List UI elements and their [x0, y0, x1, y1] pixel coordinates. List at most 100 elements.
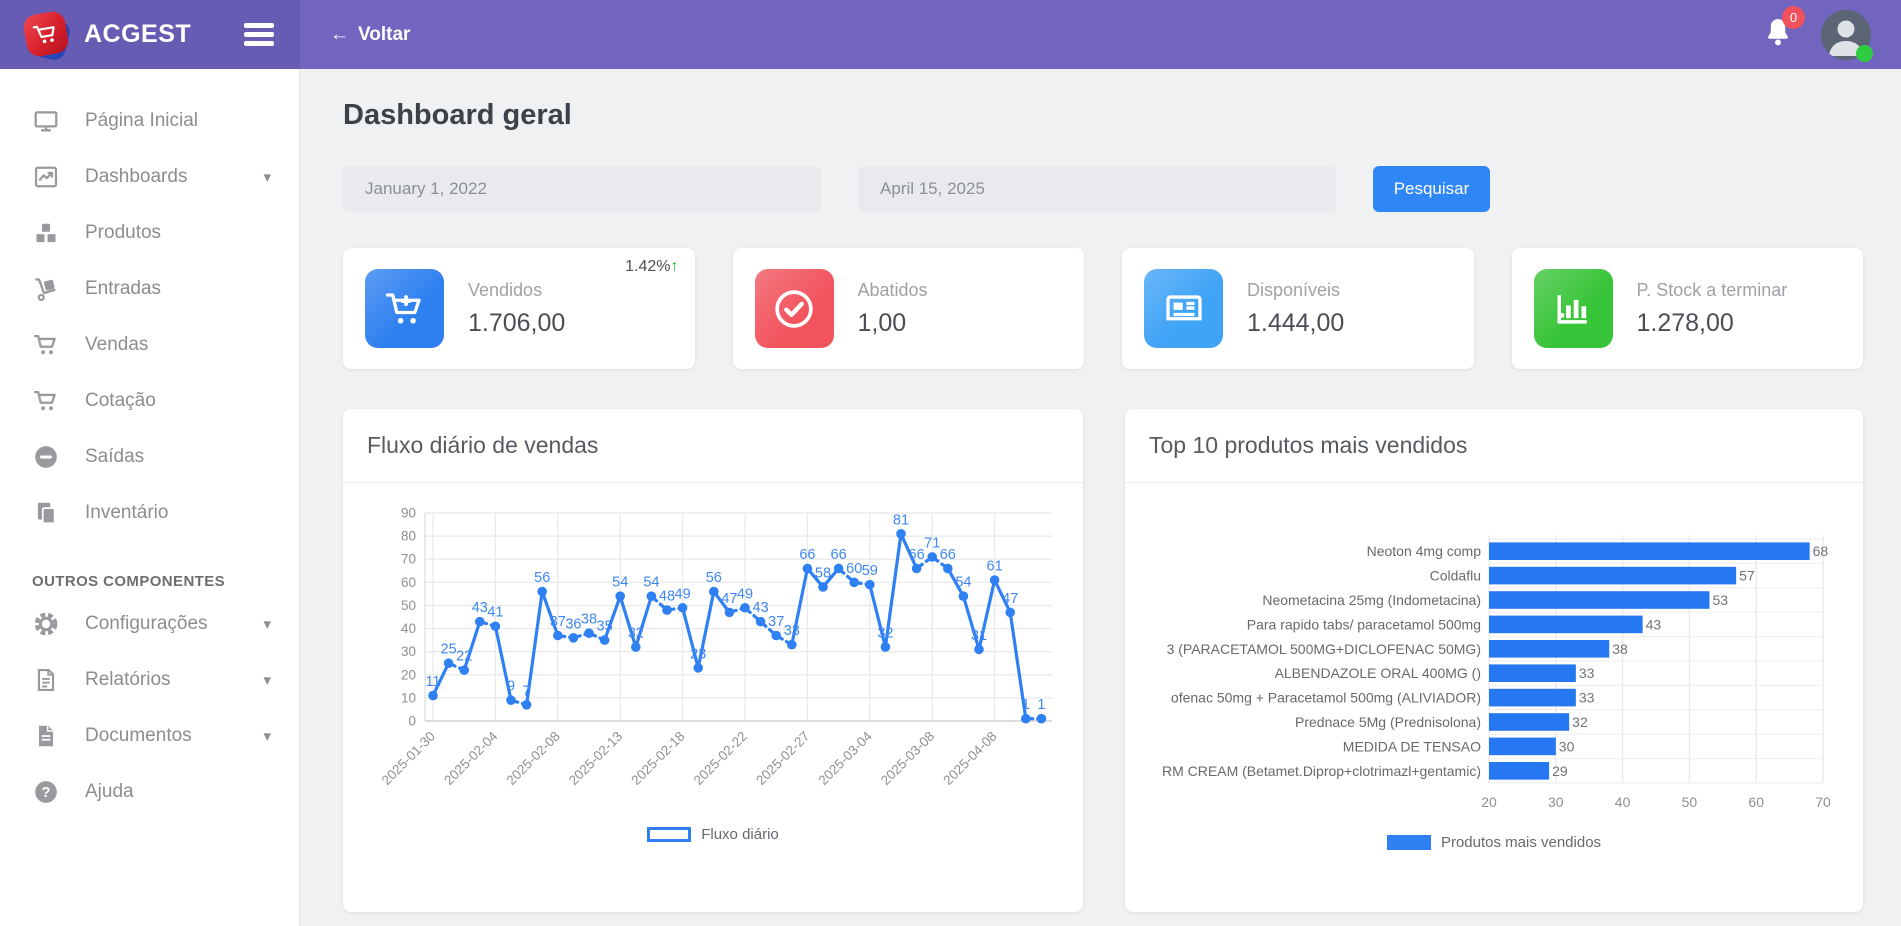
date-to-input[interactable] [858, 166, 1336, 212]
daily-sales-chart-card: Fluxo diário de vendas 0 10 20 30 40 50 60 70 80… [343, 409, 1083, 912]
date-from-input[interactable] [343, 166, 821, 212]
notification-badge: 0 [1782, 6, 1805, 29]
sidebar-menu-secondary: Configurações ▾ Relatórios ▾ Documentos ▾? Aju… [0, 596, 299, 820]
cart-icon [32, 332, 60, 358]
svg-text:ofenac 50mg + Paracetamol 500m: ofenac 50mg + Paracetamol 500mg (ALIVIAD… [1171, 690, 1481, 706]
svg-text:37: 37 [768, 614, 784, 630]
stat-value: 1.444,00 [1247, 308, 1345, 337]
svg-text:32: 32 [1572, 714, 1588, 730]
svg-text:56: 56 [534, 570, 550, 586]
desktop-icon [32, 108, 60, 134]
svg-text:25: 25 [441, 642, 457, 658]
svg-text:1: 1 [1037, 697, 1045, 713]
svg-text:2025-02-18: 2025-02-18 [628, 729, 687, 788]
chart-line-icon [32, 164, 60, 190]
svg-text:7: 7 [523, 683, 531, 699]
filter-bar: Pesquisar [343, 166, 1863, 212]
sidebar-item-dashboards[interactable]: Dashboards ▾ [0, 149, 299, 205]
bar-chart-legend[interactable]: Produtos mais vendidos [1149, 834, 1839, 851]
sidebar-item-relatorios[interactable]: Relatórios ▾ [0, 652, 299, 708]
sidebar-item-label: Saídas [85, 446, 145, 467]
chevron-down-icon: ▾ [263, 728, 271, 745]
svg-text:33: 33 [1579, 690, 1595, 706]
svg-text:61: 61 [987, 559, 1003, 575]
sidebar-item-cotacao[interactable]: Cotação [0, 373, 299, 429]
chevron-down-icon: ▾ [263, 616, 271, 633]
chart-title: Top 10 produtos mais vendidos [1125, 409, 1863, 483]
svg-text:22: 22 [456, 649, 472, 665]
svg-text:10: 10 [401, 690, 416, 705]
svg-text:2025-02-08: 2025-02-08 [503, 729, 562, 788]
svg-text:60: 60 [846, 561, 862, 577]
svg-text:36: 36 [565, 616, 581, 632]
stat-label: Vendidos [468, 279, 543, 300]
svg-text:54: 54 [955, 575, 971, 591]
stat-value: 1.706,00 [468, 308, 566, 337]
hamburger-menu-icon[interactable] [242, 15, 276, 55]
svg-text:90: 90 [401, 506, 416, 521]
svg-text:66: 66 [940, 547, 956, 563]
sidebar-item-configuracoes[interactable]: Configurações ▾ [0, 596, 299, 652]
svg-text:68: 68 [1813, 543, 1829, 559]
sidebar-item-entradas[interactable]: Entradas [0, 261, 299, 317]
chart-title: Fluxo diário de vendas [343, 409, 1083, 483]
notifications-button[interactable]: 0 [1763, 6, 1805, 53]
acgest-logo-icon [21, 9, 73, 62]
svg-text:41: 41 [487, 605, 503, 621]
stat-value: 1,00 [857, 308, 907, 337]
stat-card-p-stock-a-terminar: P. Stock a terminar 1.278,00 [1511, 248, 1863, 369]
svg-text:54: 54 [643, 575, 659, 591]
svg-text:33: 33 [784, 623, 800, 639]
brand-area: ACGEST [0, 0, 300, 69]
stat-label: Disponíveis [1247, 279, 1341, 300]
svg-text:3 (PARACETAMOL 500MG+DICLOFENA: 3 (PARACETAMOL 500MG+DICLOFENAC 50MG) [1167, 641, 1481, 657]
svg-text:50: 50 [401, 598, 416, 613]
svg-text:MEDIDA DE TENSAO: MEDIDA DE TENSAO [1343, 738, 1481, 754]
gear-icon [32, 611, 60, 637]
svg-text:33: 33 [1579, 665, 1595, 681]
legend-label: Fluxo diário [701, 826, 779, 843]
minus-circle-icon [32, 444, 60, 470]
legend-swatch [1386, 835, 1431, 850]
stat-delta: 1.42%↑ [625, 258, 679, 275]
user-avatar[interactable] [1821, 9, 1873, 62]
back-button[interactable]: ← Voltar [330, 24, 410, 46]
svg-text:43: 43 [1646, 616, 1662, 632]
svg-text:38: 38 [1612, 641, 1628, 657]
sidebar-item-ajuda[interactable]: ? Ajuda [0, 764, 299, 820]
sidebar-item-pagina-inicial[interactable]: Página Inicial [0, 93, 299, 149]
sidebar-item-label: Relatórios [85, 669, 171, 690]
sidebar-item-saidas[interactable]: Saídas [0, 429, 299, 485]
stat-label: Abatidos [857, 279, 928, 300]
svg-text:2025-01-30: 2025-01-30 [379, 729, 438, 788]
svg-text:30: 30 [1548, 794, 1564, 810]
sidebar-item-inventario[interactable]: Inventário [0, 485, 299, 541]
svg-text:20: 20 [401, 667, 416, 682]
svg-text:23: 23 [690, 646, 706, 662]
svg-text:50: 50 [1682, 794, 1698, 810]
stat-card-vendidos: 1.42%↑ Vendidos 1.706,00 [343, 248, 695, 369]
sidebar-section-label: OUTROS COMPONENTES [32, 573, 226, 590]
top-products-bar-chart: 20 30 40 50 60 70 Neoton 4mg comp 68 Coldaflu 57 N… [1149, 505, 1839, 818]
stats-row: 1.42%↑ Vendidos 1.706,00 Abatidos 1,00 Dispon… [343, 248, 1863, 369]
sidebar-item-label: Página Inicial [85, 110, 199, 131]
svg-text:53: 53 [1712, 592, 1728, 608]
svg-text:2025-04-08: 2025-04-08 [940, 729, 999, 788]
top-navbar: ← Voltar 0 [300, 0, 1901, 69]
svg-text:2025-02-22: 2025-02-22 [691, 729, 750, 788]
svg-text:20: 20 [1481, 794, 1497, 810]
sidebar-item-documentos[interactable]: Documentos ▾ [0, 708, 299, 764]
sidebar-item-produtos[interactable]: Produtos [0, 205, 299, 261]
sidebar-item-vendas[interactable]: Vendas [0, 317, 299, 373]
svg-text:9: 9 [507, 679, 515, 695]
sidebar-item-label: Vendas [85, 334, 149, 355]
svg-text:Coldaflu: Coldaflu [1430, 568, 1481, 584]
svg-text:56: 56 [706, 570, 722, 586]
search-button[interactable]: Pesquisar [1373, 166, 1490, 212]
svg-text:32: 32 [877, 626, 893, 642]
svg-text:Prednace 5Mg (Prednisolona): Prednace 5Mg (Prednisolona) [1295, 714, 1481, 730]
question-circle-icon: ? [32, 779, 60, 805]
svg-text:66: 66 [799, 547, 815, 563]
line-chart-legend[interactable]: Fluxo diário [367, 826, 1059, 843]
